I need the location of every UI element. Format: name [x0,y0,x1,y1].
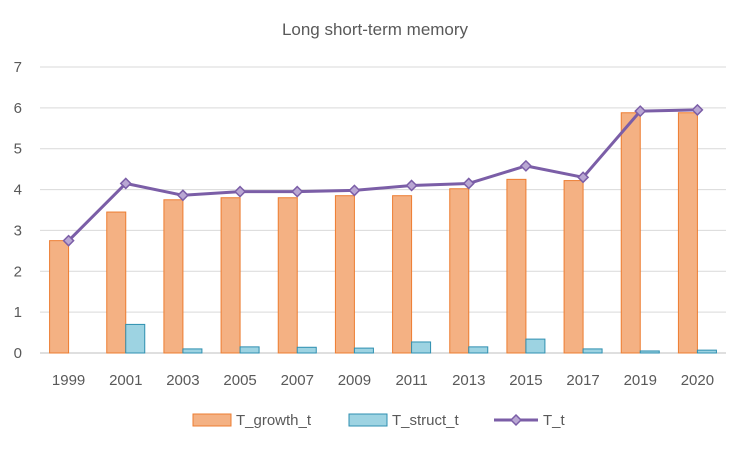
bars [49,112,717,354]
bar-t-growth [334,195,355,354]
point-t-t [119,177,132,190]
x-tick-label: 2001 [109,372,142,389]
bar-t-struct [296,346,317,354]
line-series [62,103,704,247]
point-t-t [462,177,475,190]
x-tick-label: 2003 [166,372,199,389]
bar-t-growth [392,195,413,354]
bar-t-growth [163,199,184,354]
point-t-t [62,234,75,247]
bar-t-growth [277,197,298,354]
bar-t-growth [449,188,470,354]
x-tick-label: 2005 [223,372,256,389]
x-tick-label: 2011 [395,372,427,389]
point-t-t [405,179,418,192]
y-tick-label: 4 [14,182,22,199]
bar-t-growth [106,211,127,354]
x-tick-label: 2015 [509,372,542,389]
bar-t-struct [353,347,374,354]
bar-t-struct [582,348,603,354]
bar-t-growth [563,180,584,354]
x-tick-label: 2017 [566,372,599,389]
bar-t-growth [506,178,527,354]
point-t-t [291,185,304,198]
bar-t-struct [182,348,203,354]
point-t-t [519,159,532,172]
point-t-t [691,103,704,116]
legend-swatch-t-growth [192,413,232,427]
bar-t-growth [677,112,698,354]
x-tick-label: 2009 [338,372,371,389]
legend-swatch-t-struct [348,413,388,427]
x-tick-label: 2020 [681,372,714,389]
bar-t-growth [620,112,641,354]
x-tick-label: 2007 [281,372,314,389]
point-t-t [176,189,189,202]
y-tick-label: 7 [14,59,22,76]
x-tick-label: 1999 [52,372,85,389]
x-axis: 1999 2001 2003 2005 2007 2009 2011 2013 2015 2017… [52,372,714,389]
legend: T_growth_t T_struct_t T_t [192,412,566,429]
x-tick-label: 2013 [452,372,485,389]
y-axis: 0 1 2 3 4 5 6 7 [14,59,22,362]
bar-t-struct [239,346,260,354]
legend-label-t-t: T_t [543,412,566,429]
point-t-t [234,185,247,198]
bar-t-struct [411,341,432,354]
x-tick-label: 2019 [624,372,657,389]
bar-t-struct [696,349,717,354]
bar-t-growth [49,240,70,354]
y-tick-label: 6 [14,100,22,117]
line-t-t [67,108,698,242]
legend-label-t-struct: T_struct_t [392,412,460,429]
y-tick-label: 2 [14,263,22,280]
bar-t-struct [125,323,146,354]
bar-t-struct [639,350,660,354]
y-tick-label: 1 [14,304,22,321]
y-tick-label: 3 [14,222,22,239]
point-t-t [577,171,590,184]
y-tick-label: 5 [14,141,22,158]
bar-t-growth [220,197,241,354]
point-t-t [634,105,647,118]
bar-t-struct [525,338,546,354]
y-tick-label: 0 [14,345,22,362]
legend-marker-t-t [509,413,523,427]
bar-t-struct [468,346,489,354]
chart-title: Long short-term memory [282,20,469,39]
point-t-t [348,184,361,197]
legend-label-t-growth: T_growth_t [236,412,312,429]
